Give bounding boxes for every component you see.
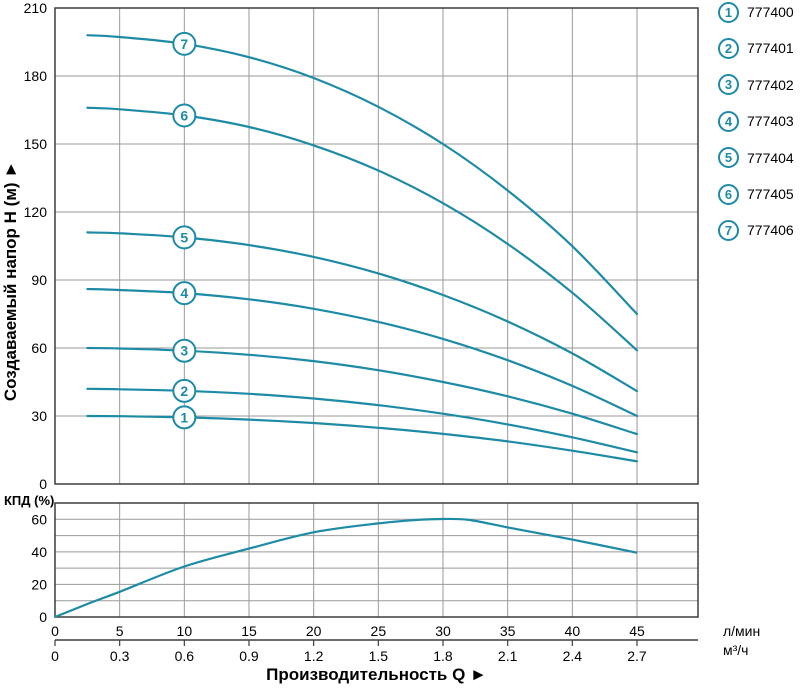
svg-text:3: 3: [180, 343, 188, 359]
legend-number-badge: 3: [718, 74, 739, 96]
svg-text:90: 90: [31, 272, 47, 288]
svg-text:2.1: 2.1: [498, 648, 518, 664]
svg-text:60: 60: [31, 511, 47, 527]
legend-code: 777404: [747, 149, 794, 166]
legend-number-badge: 1: [718, 1, 739, 23]
curve-badge-4: 4: [172, 281, 197, 306]
efficiency-chart: 0 20 40 60 0 5 10 15 20 25 30 35 40 45 0 0.3 0.6 0.9 1.2 1.…: [31, 502, 699, 664]
plot-border: [54, 502, 699, 618]
svg-text:15: 15: [241, 623, 257, 639]
curve-badge-7: 7: [172, 31, 197, 56]
svg-text:210: 210: [24, 0, 48, 16]
x-axis-title: Производительность Q ►: [266, 665, 487, 684]
svg-text:40: 40: [31, 544, 47, 560]
svg-text:5: 5: [180, 229, 188, 245]
legend-number-badge: 2: [718, 37, 739, 59]
svg-text:0.6: 0.6: [175, 648, 195, 664]
legend-item-777401: 2 777401: [718, 37, 794, 59]
svg-text:120: 120: [24, 204, 48, 220]
curve-7: [86, 34, 639, 316]
legend: 1 777400 2 777401 3 777402 4 777403 5 777404 6 7774…: [718, 0, 800, 260]
legend-item-777405: 6 777405: [718, 183, 794, 205]
y-tick-labels: 0 30 60 90 120 150 180 210: [24, 0, 48, 492]
legend-number-badge: 5: [718, 147, 739, 169]
curve-1: [86, 414, 639, 463]
svg-text:10: 10: [177, 623, 193, 639]
svg-text:0: 0: [39, 609, 47, 625]
legend-number-badge: 7: [718, 219, 739, 241]
legend-code: 777402: [747, 76, 794, 93]
svg-text:30: 30: [31, 408, 47, 424]
x-unit-lmin: л/мин: [723, 623, 761, 639]
plot-border: [54, 7, 699, 485]
svg-text:180: 180: [24, 68, 48, 84]
svg-text:7: 7: [180, 36, 188, 52]
legend-number-badge: 6: [718, 183, 739, 205]
legend-code: 777403: [747, 113, 794, 130]
curve-4: [86, 287, 639, 418]
grid: [55, 8, 698, 484]
svg-text:2.4: 2.4: [563, 648, 583, 664]
svg-text:1.2: 1.2: [304, 648, 324, 664]
legend-item-777402: 3 777402: [718, 74, 794, 96]
efficiency-curve: [54, 517, 638, 619]
svg-text:25: 25: [371, 623, 387, 639]
svg-text:35: 35: [500, 623, 516, 639]
svg-text:0: 0: [51, 623, 59, 639]
svg-text:60: 60: [31, 340, 47, 356]
legend-item-777404: 5 777404: [718, 147, 794, 169]
svg-text:2: 2: [180, 383, 188, 399]
x-unit-m3h: м³/ч: [723, 642, 749, 658]
hq-chart: 0 30 60 90 120 150 180 210 1 2 3 4 5 6 7: [24, 0, 699, 492]
curve-2: [86, 387, 639, 454]
svg-text:1.8: 1.8: [433, 648, 453, 664]
y-axis-title: Создаваемый напор H (м) ►: [1, 160, 20, 402]
legend-item-777400: 1 777400: [718, 1, 794, 23]
svg-text:30: 30: [435, 623, 451, 639]
y-tick-labels: 0 20 40 60: [31, 511, 47, 625]
svg-text:45: 45: [629, 623, 645, 639]
svg-text:0.9: 0.9: [239, 648, 259, 664]
x-axis-lmin-labels: 0 5 10 15 20 25 30 35 40 45: [51, 623, 645, 639]
svg-text:20: 20: [306, 623, 322, 639]
efficiency-axis-title: КПД (%): [4, 493, 55, 508]
svg-text:5: 5: [116, 623, 124, 639]
curve-badge-2: 2: [172, 378, 197, 403]
svg-text:0: 0: [51, 648, 59, 664]
svg-text:0.3: 0.3: [110, 648, 130, 664]
grid: [55, 503, 698, 617]
curve-badge-6: 6: [172, 103, 197, 128]
curve-5: [86, 231, 639, 393]
svg-text:6: 6: [180, 107, 188, 123]
svg-text:0: 0: [39, 476, 47, 492]
svg-text:150: 150: [24, 136, 48, 152]
legend-code: 777406: [747, 222, 794, 239]
curve-badge-1: 1: [172, 405, 197, 430]
legend-code: 777401: [747, 40, 794, 57]
curve-6: [86, 106, 639, 352]
legend-code: 777405: [747, 186, 794, 202]
svg-text:40: 40: [565, 623, 581, 639]
legend-item-777403: 4 777403: [718, 110, 794, 132]
curve-badge-5: 5: [172, 225, 197, 250]
legend-code: 777400: [747, 4, 794, 20]
curve-badge-3: 3: [172, 338, 197, 363]
svg-text:20: 20: [31, 576, 47, 592]
svg-text:1.5: 1.5: [369, 648, 389, 664]
svg-text:2.7: 2.7: [627, 648, 647, 664]
curve-3: [86, 346, 639, 436]
legend-number-badge: 4: [718, 110, 739, 132]
x-axis-m3h: 0 0.3 0.6 0.9 1.2 1.5 1.8 2.1 2.4 2.7: [51, 639, 698, 664]
svg-text:4: 4: [180, 285, 188, 301]
svg-text:1: 1: [180, 409, 188, 425]
legend-item-777406: 7 777406: [718, 219, 794, 241]
